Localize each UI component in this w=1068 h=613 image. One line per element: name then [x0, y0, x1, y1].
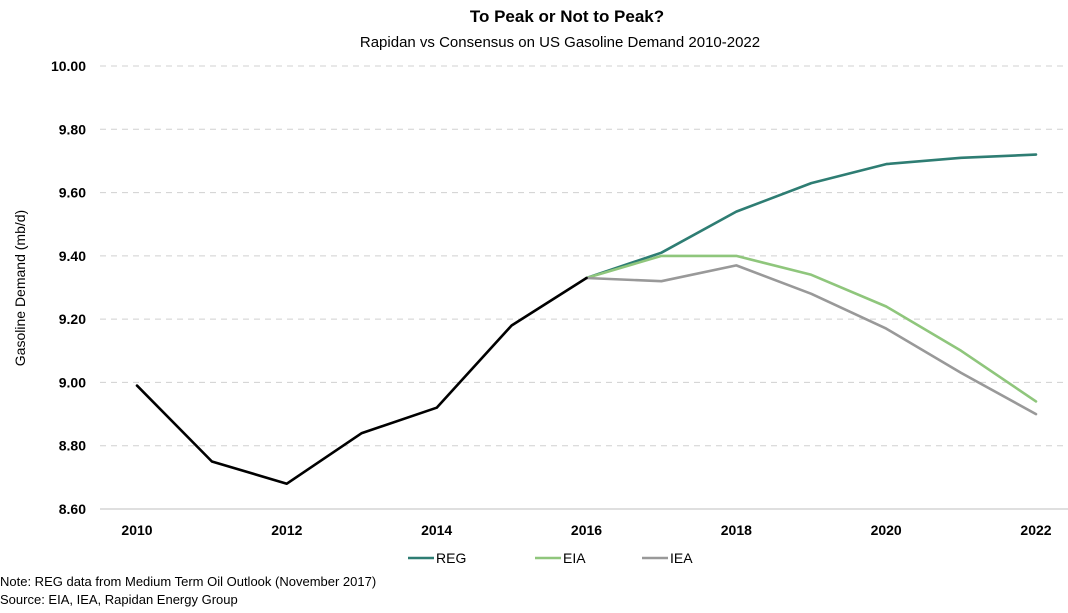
- x-tick-label: 2010: [121, 522, 152, 538]
- y-tick-label: 10.00: [51, 58, 86, 74]
- chart-title: To Peak or Not to Peak?: [470, 7, 664, 26]
- series-line-historical: [135, 276, 588, 486]
- series-line-reg: [585, 153, 1038, 280]
- y-tick-label: 9.60: [59, 185, 86, 201]
- x-tick-label: 2020: [871, 522, 902, 538]
- legend-label-eia: EIA: [563, 550, 586, 566]
- legend-label-reg: REG: [436, 550, 466, 566]
- y-axis-title: Gasoline Demand (mb/d): [12, 210, 28, 366]
- x-tick-labels: 2010 2012 2014 2016 2018 2020 2022: [121, 522, 1051, 538]
- y-tick-label: 9.20: [59, 311, 86, 327]
- legend: REG EIA IEA: [408, 550, 693, 566]
- y-tick-labels: 8.60 8.80 9.00 9.20 9.40 9.60 9.80 10.00: [51, 58, 86, 517]
- chart-subtitle: Rapidan vs Consensus on US Gasoline Dema…: [360, 34, 760, 51]
- x-tick-label: 2022: [1020, 522, 1051, 538]
- note-text: Note: REG data from Medium Term Oil Outl…: [0, 574, 377, 589]
- gridlines: [100, 65, 1068, 510]
- y-tick-label: 8.60: [59, 501, 86, 517]
- x-tick-label: 2018: [721, 522, 752, 538]
- y-tick-label: 9.80: [59, 121, 86, 137]
- y-tick-label: 8.80: [59, 438, 86, 454]
- legend-label-iea: IEA: [670, 550, 693, 566]
- y-tick-label: 9.00: [59, 374, 86, 390]
- series-lines: [135, 153, 1038, 486]
- series-line-iea: [585, 264, 1038, 416]
- x-tick-label: 2014: [421, 522, 452, 538]
- y-tick-label: 9.40: [59, 248, 86, 264]
- series-line-eia: [585, 254, 1038, 403]
- source-text: Source: EIA, IEA, Rapidan Energy Group: [0, 592, 238, 607]
- x-tick-label: 2016: [571, 522, 602, 538]
- x-tick-label: 2012: [271, 522, 302, 538]
